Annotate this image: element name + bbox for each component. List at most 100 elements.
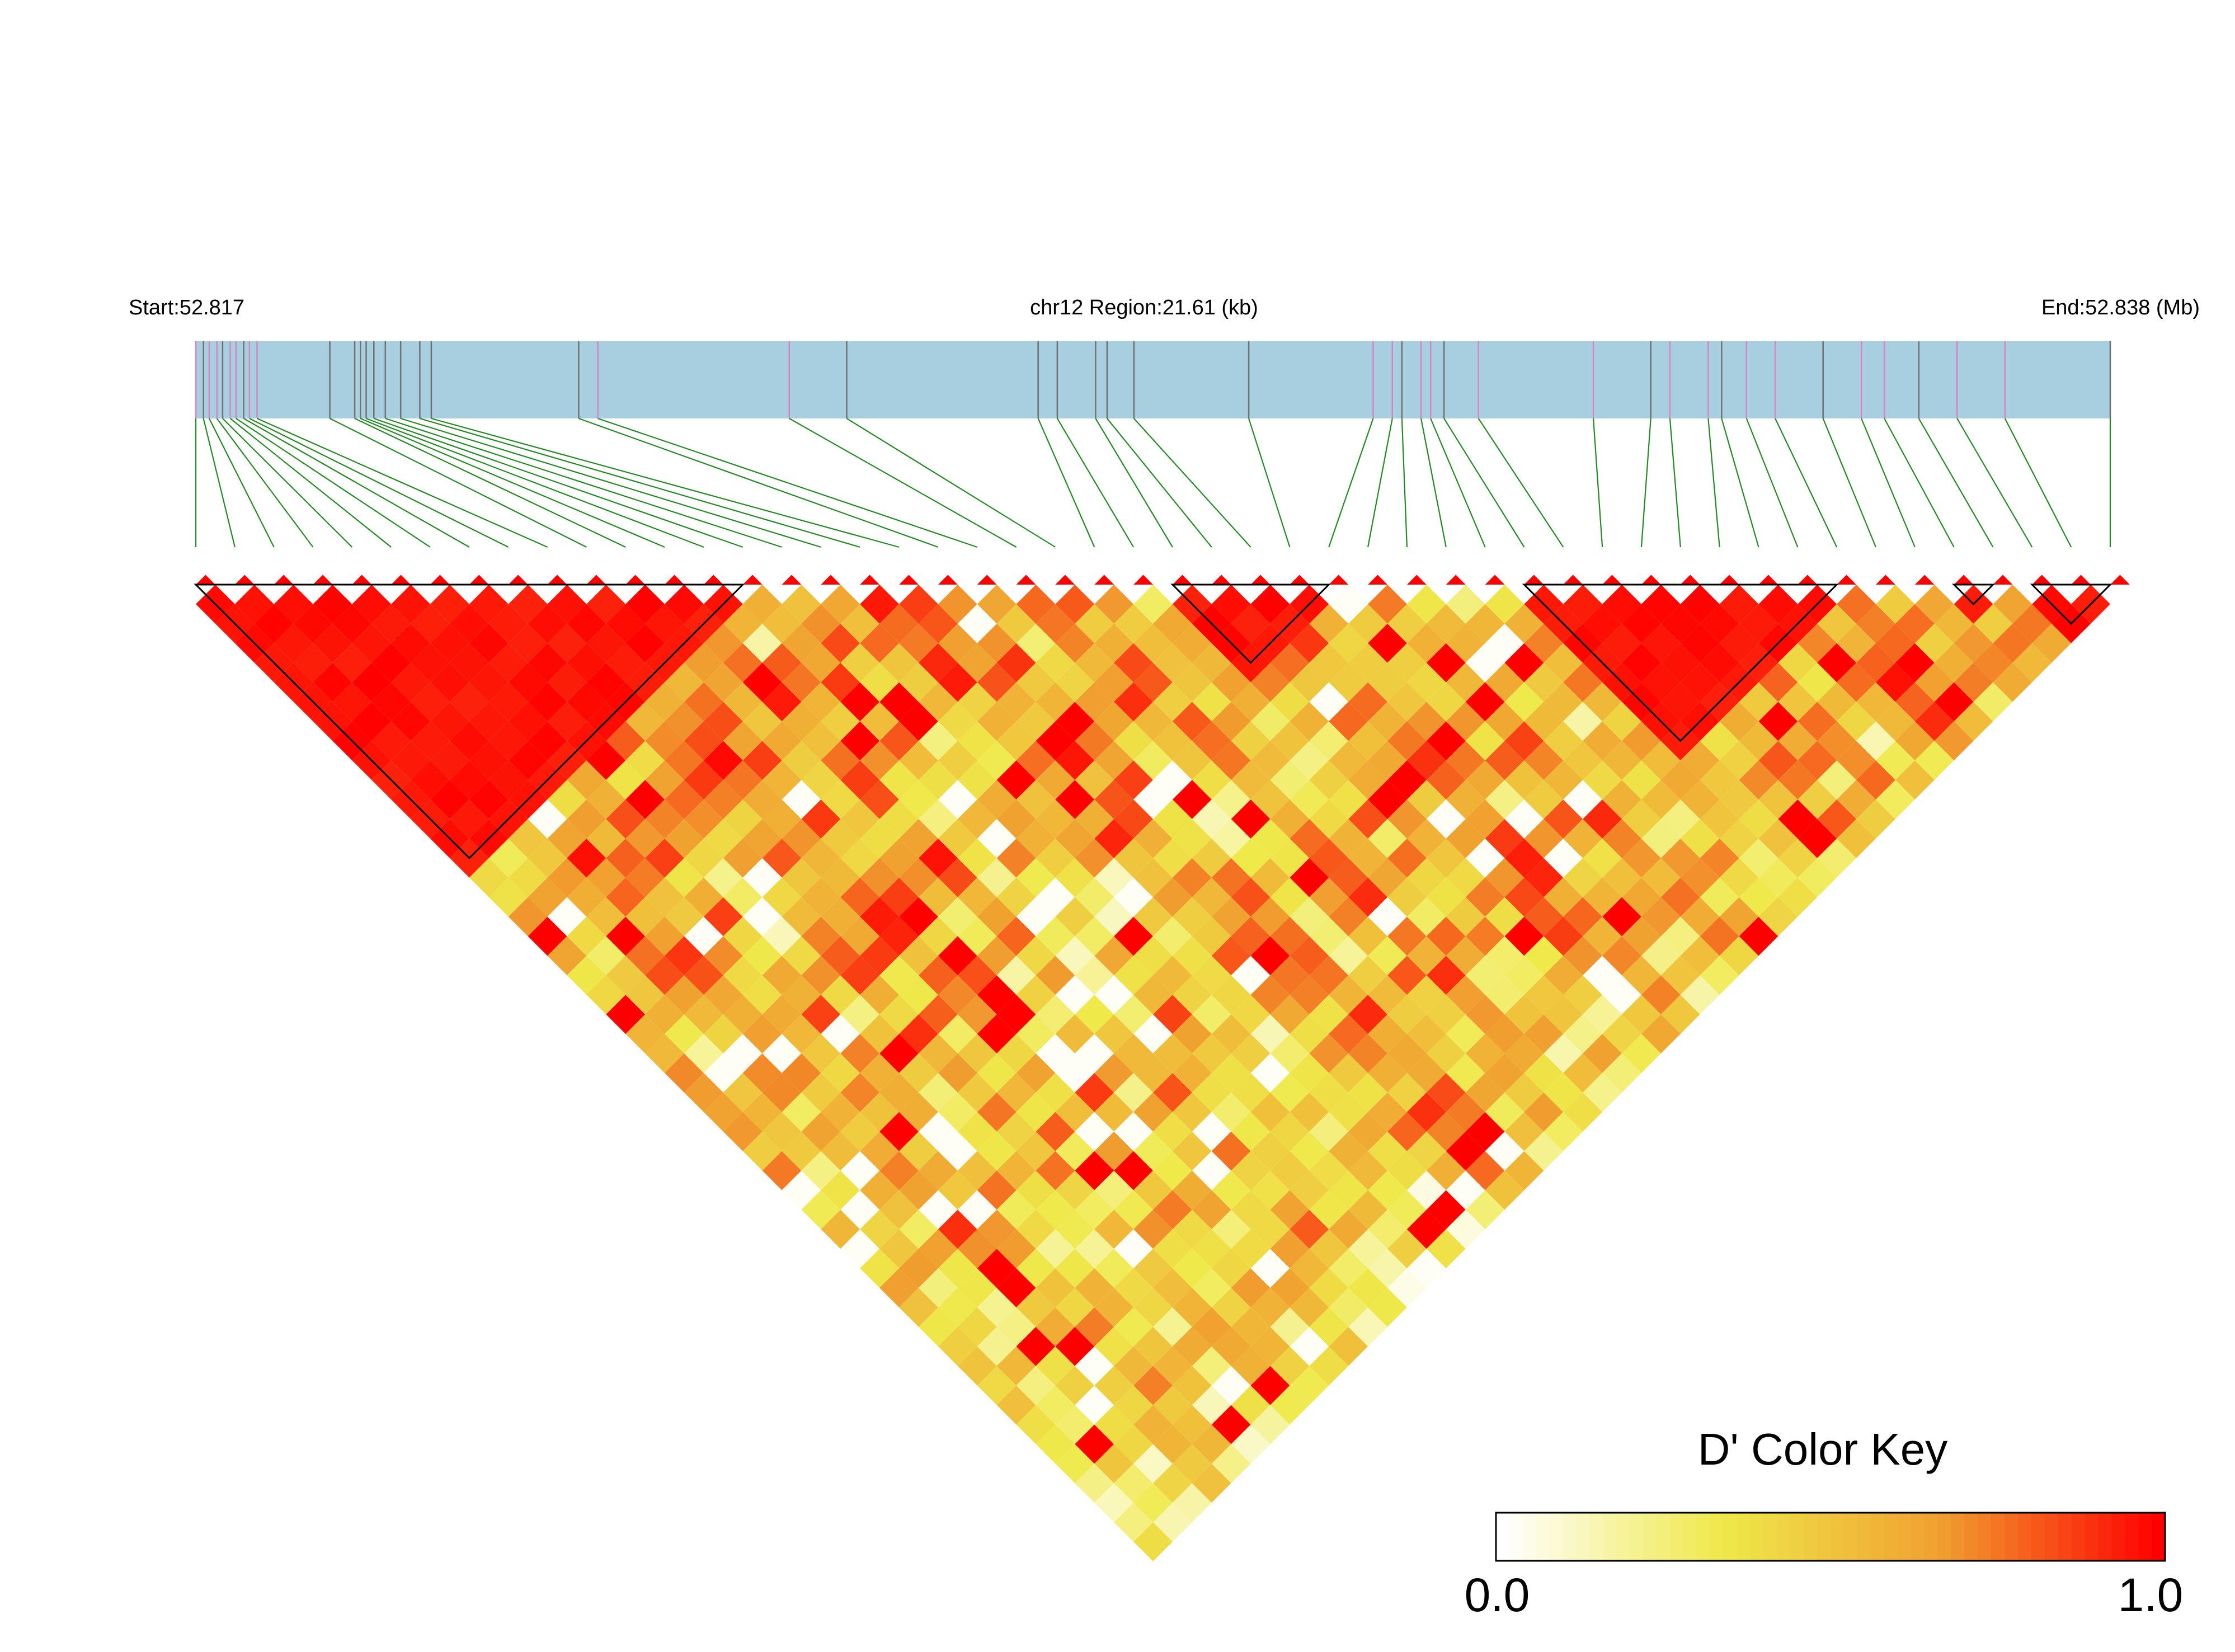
ld-blocks: [194, 583, 2112, 859]
ld-cell: [918, 1229, 958, 1269]
ld-cell: [1524, 623, 1564, 663]
ld-cell: [1719, 858, 1759, 897]
ld-cell: [1114, 1307, 1153, 1347]
ld-cell: [996, 643, 1036, 683]
ld-cell: [1406, 936, 1446, 976]
ld-cell: [1602, 702, 1641, 741]
ld-cell: [1504, 995, 1544, 1034]
ld-cell: [899, 897, 938, 936]
ld-cell: [411, 682, 450, 722]
ld-cell: [488, 877, 528, 917]
ld-cell: [1856, 643, 1895, 683]
ld-cell: [1739, 838, 1778, 878]
ld-cell: [1250, 936, 1290, 976]
ld-cell: [782, 1170, 821, 1210]
color-key-swatch: [1763, 1513, 1778, 1561]
ld-cell: [1954, 623, 1993, 663]
ld-cell: [801, 1112, 841, 1151]
ld-cell: [899, 1014, 938, 1054]
end-label: End:52.838 (Mb): [2041, 296, 2200, 319]
snp-connector: [360, 417, 665, 548]
ld-cell: [1211, 1092, 1251, 1132]
color-key-swatch: [1737, 1513, 1751, 1561]
ld-cell: [528, 799, 567, 839]
snp-connector: [1592, 418, 1603, 548]
ld-cell: [703, 780, 743, 820]
ld-cell: [1309, 682, 1349, 722]
ld-cell: [567, 799, 606, 839]
ld-cell: [1309, 1112, 1349, 1151]
ld-cell: [567, 643, 606, 683]
color-key-title: D' Color Key: [1698, 1424, 1948, 1474]
ld-cell: [665, 702, 704, 741]
ld-cell: [1485, 1092, 1524, 1132]
snp-top-marker: [742, 575, 763, 585]
ld-cell: [1602, 936, 1641, 976]
ld-cell: [1153, 1034, 1192, 1073]
ld-cell: [977, 780, 1017, 820]
ld-block-outline: [1952, 583, 1996, 606]
ld-cell: [1309, 1151, 1349, 1190]
ld-cell: [1094, 936, 1134, 976]
ld-cell: [1055, 702, 1095, 741]
ld-cell: [1329, 1014, 1368, 1054]
ld-cell: [1426, 995, 1466, 1034]
ld-cell: [332, 604, 372, 643]
ld-cell: [1153, 916, 1192, 956]
ld-cell: [840, 799, 880, 839]
ld-cell: [665, 819, 704, 858]
ld-cell: [1641, 1014, 1681, 1054]
ld-cell: [1250, 1405, 1290, 1444]
ld-cell: [1211, 897, 1251, 936]
snp-top-marker: [1290, 575, 1310, 585]
ld-cell: [449, 799, 489, 839]
ld-cell: [1231, 995, 1271, 1034]
snp-top-marker: [1446, 575, 1466, 585]
ld-cell: [1504, 721, 1544, 761]
snp-top-marker: [1094, 575, 1114, 585]
ld-cell: [879, 956, 919, 995]
ld-cell: [1837, 623, 1876, 663]
ld-cell: [1250, 780, 1290, 820]
ld-cell: [1250, 1209, 1290, 1249]
ld-cell: [1309, 721, 1349, 761]
snp-top-marker: [391, 575, 411, 585]
ld-cell: [1563, 1014, 1603, 1054]
ld-cell: [1055, 585, 1095, 624]
snp-top-marker: [1954, 575, 1974, 585]
ld-cell: [1211, 1444, 1251, 1484]
ld-cell: [1485, 780, 1524, 820]
snp-connector: [420, 417, 860, 548]
ld-cell: [1368, 1249, 1407, 1288]
snp-top-marker: [1798, 575, 1818, 585]
snp-connector: [400, 417, 821, 548]
ld-cell: [1309, 643, 1349, 683]
color-key-swatch: [2071, 1513, 2086, 1561]
ld-cell: [665, 1014, 704, 1054]
color-key-swatch: [1857, 1513, 1871, 1561]
ld-cell: [1583, 799, 1622, 839]
ld-cell: [1485, 702, 1524, 741]
ld-cell: [879, 799, 919, 839]
color-key-swatch: [1884, 1513, 1898, 1561]
ld-cell: [469, 702, 509, 741]
snp-track: [195, 341, 2111, 418]
ld-cell: [1914, 623, 1954, 663]
color-key-swatch: [1669, 1513, 1684, 1561]
snp-top-marker: [1055, 575, 1075, 585]
color-key-swatch: [2098, 1513, 2112, 1561]
ld-cell: [977, 1209, 1017, 1249]
snp-connector: [208, 418, 275, 548]
ld-cell: [1114, 1424, 1153, 1464]
ld-cell: [1211, 858, 1251, 897]
ld-cell: [1133, 1014, 1173, 1054]
snp-top-marker: [1719, 575, 1739, 585]
ld-cell: [352, 702, 392, 741]
ld-cell: [1544, 995, 1583, 1034]
ld-cell: [1798, 662, 1837, 702]
snp-top-marker: [1016, 575, 1036, 585]
ld-cell: [840, 1151, 880, 1190]
ld-cell: [1406, 780, 1446, 820]
ld-cell: [957, 1229, 997, 1269]
ld-cell: [938, 1092, 977, 1132]
